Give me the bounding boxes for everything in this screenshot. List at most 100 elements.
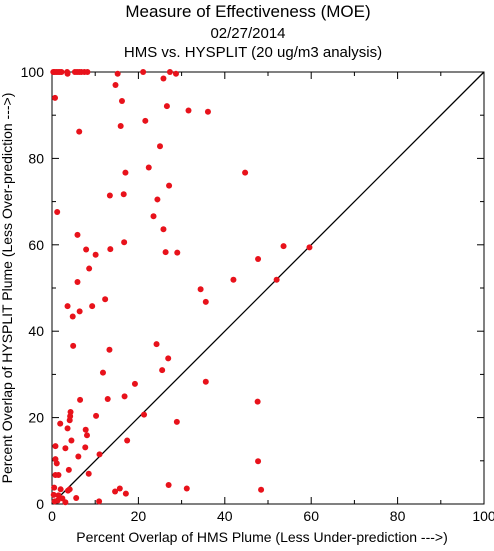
data-point: [159, 367, 166, 374]
data-point: [82, 426, 89, 433]
y-tick-label: 80: [28, 150, 44, 166]
one-to-one-reference-line: [51, 71, 485, 505]
data-point: [52, 443, 59, 450]
data-point: [174, 249, 181, 256]
data-point: [202, 378, 209, 385]
data-point: [82, 444, 89, 451]
data-point: [55, 472, 62, 479]
x-tick-label: 40: [217, 508, 233, 524]
data-point: [68, 437, 75, 444]
data-point: [306, 244, 313, 251]
data-point: [52, 94, 59, 101]
y-tick-label: 100: [21, 64, 45, 80]
data-point: [96, 451, 103, 458]
data-point: [74, 278, 81, 285]
data-point: [117, 123, 124, 129]
data-point: [99, 369, 106, 376]
data-point: [204, 108, 211, 115]
data-point: [102, 296, 109, 303]
data-point: [64, 425, 71, 432]
x-axis-label: Percent Overlap of HMS Plume (Less Under…: [76, 529, 448, 545]
data-point: [51, 484, 58, 491]
data-point: [118, 97, 125, 104]
chart-subtitle: HMS vs. HYSPLIT (20 ug/m3 analysis): [124, 44, 382, 61]
chart-date: 02/27/2014: [210, 25, 285, 42]
data-point: [77, 396, 84, 403]
data-point: [53, 460, 60, 467]
data-point: [120, 191, 127, 198]
data-point: [114, 70, 121, 77]
data-point: [202, 298, 209, 305]
data-point: [54, 497, 61, 504]
y-axis-label: Percent Overlap of HYSPLIT Plume (Less O…: [0, 93, 15, 484]
data-point: [141, 411, 148, 418]
data-point: [50, 491, 57, 498]
data-point: [84, 69, 91, 75]
data-point: [122, 169, 129, 176]
data-point: [112, 81, 119, 88]
data-point: [154, 196, 161, 203]
data-point: [74, 231, 81, 238]
data-point: [106, 192, 113, 199]
y-tick-label: 40: [28, 323, 44, 339]
x-tick-label: 80: [390, 508, 406, 524]
data-point: [160, 75, 167, 82]
data-point: [112, 488, 119, 495]
data-point: [89, 303, 96, 310]
data-point: [83, 432, 90, 439]
data-points: [50, 69, 313, 506]
x-tick-label: 0: [48, 508, 56, 524]
data-point: [150, 213, 157, 220]
x-tick-label: 60: [303, 508, 319, 524]
data-point: [62, 445, 69, 452]
data-point: [258, 486, 265, 493]
data-point: [75, 453, 82, 460]
data-point: [92, 251, 99, 258]
data-point: [242, 169, 249, 176]
data-point: [280, 243, 287, 250]
data-point: [70, 342, 77, 349]
data-point: [85, 470, 92, 477]
data-point: [131, 380, 138, 387]
data-point: [116, 485, 123, 492]
data-point: [162, 249, 169, 256]
data-point: [163, 103, 170, 110]
data-point: [172, 70, 179, 77]
data-point: [160, 226, 167, 233]
data-point: [124, 437, 131, 444]
data-point: [273, 276, 280, 283]
data-point: [73, 494, 80, 501]
data-point: [66, 486, 73, 493]
data-point: [197, 286, 204, 293]
data-point: [62, 499, 69, 506]
data-point: [157, 143, 163, 150]
data-point: [121, 239, 128, 246]
data-point: [166, 69, 173, 75]
data-point: [69, 313, 76, 320]
data-point: [64, 70, 71, 77]
data-point: [106, 346, 113, 353]
y-tick-label: 0: [36, 496, 44, 512]
data-point: [76, 308, 83, 315]
data-point: [64, 303, 71, 310]
data-point: [165, 355, 172, 362]
chart-title: Measure of Effectiveness (MOE): [125, 2, 370, 21]
x-tick-label: 20: [131, 508, 147, 524]
data-point: [142, 117, 149, 124]
data-point: [254, 398, 261, 405]
data-point: [58, 69, 65, 75]
data-point: [57, 420, 64, 427]
data-point: [76, 128, 83, 135]
data-point: [255, 256, 262, 263]
data-point: [66, 417, 73, 424]
data-point: [185, 107, 192, 114]
data-point: [121, 393, 128, 400]
data-point: [96, 498, 103, 505]
data-point: [107, 246, 114, 253]
data-point: [153, 341, 160, 348]
y-tick-label: 20: [28, 410, 44, 426]
data-point: [165, 481, 172, 488]
y-tick-label: 60: [28, 237, 44, 253]
data-point: [255, 458, 262, 465]
